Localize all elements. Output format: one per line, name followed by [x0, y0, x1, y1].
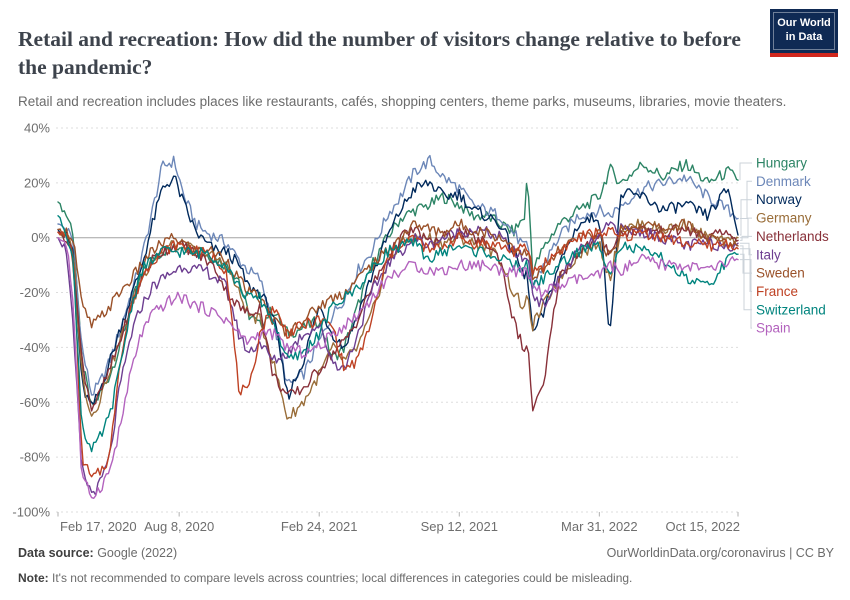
- legend-connector: [740, 199, 752, 236]
- data-source: Data source: Google (2022): [18, 546, 177, 560]
- y-tick-label: -100%: [12, 505, 50, 520]
- series-line-norway[interactable]: [57, 175, 739, 405]
- y-tick-label: 0%: [31, 230, 50, 245]
- chart-note: Note: It's not recommended to compare le…: [18, 571, 838, 585]
- legend-label-sweden[interactable]: Sweden: [756, 266, 805, 281]
- owid-logo-line2: in Data: [785, 30, 823, 43]
- y-tick-label: -80%: [20, 450, 51, 465]
- legend-label-denmark[interactable]: Denmark: [756, 174, 811, 189]
- legend-connector: [739, 162, 752, 181]
- legend-label-france[interactable]: France: [756, 284, 798, 299]
- y-tick-label: -20%: [20, 285, 51, 300]
- x-tick-label: Mar 31, 2022: [561, 519, 638, 534]
- x-tick-label: Oct 15, 2022: [666, 519, 740, 534]
- legend-label-norway[interactable]: Norway: [756, 192, 802, 207]
- y-tick-label: -40%: [20, 340, 51, 355]
- legend-label-italy[interactable]: Italy: [756, 247, 781, 262]
- legend-connector: [740, 235, 752, 241]
- owid-logo-line1: Our World: [777, 17, 831, 29]
- chart-title: Retail and recreation: How did the numbe…: [18, 27, 741, 80]
- chart-note-label: Note:: [18, 571, 49, 585]
- owid-link[interactable]: OurWorldinData.org/coronavirus | CC BY: [606, 546, 834, 560]
- chart-note-value: It's not recommended to compare levels a…: [48, 571, 633, 585]
- legend-connector: [740, 217, 752, 239]
- legend-connector: [740, 248, 752, 292]
- owid-logo: Our World in Data: [770, 9, 838, 57]
- series-line-france[interactable]: [57, 226, 739, 478]
- data-source-label: Data source:: [18, 546, 94, 560]
- owid-logo-text: Our World in Data: [773, 12, 835, 50]
- x-tick-label: Aug 8, 2020: [144, 519, 214, 534]
- legend-label-netherlands[interactable]: Netherlands: [756, 229, 829, 244]
- y-tick-label: -60%: [20, 395, 51, 410]
- x-tick-label: Feb 17, 2020: [60, 519, 137, 534]
- y-tick-label: 40%: [24, 120, 50, 135]
- legend-label-germany[interactable]: Germany: [756, 211, 812, 226]
- data-source-value: Google (2022): [93, 546, 178, 560]
- legend-label-switzerland[interactable]: Switzerland: [756, 302, 826, 317]
- x-tick-label: Sep 12, 2021: [421, 519, 498, 534]
- series-line-denmark[interactable]: [57, 154, 739, 396]
- legend-label-spain[interactable]: Spain: [756, 321, 791, 336]
- x-tick-label: Feb 24, 2021: [281, 519, 358, 534]
- legend-label-hungary[interactable]: Hungary: [756, 156, 807, 171]
- legend-connector: [740, 253, 752, 311]
- owid-logo-accent-bar: [770, 52, 838, 57]
- y-tick-label: 20%: [24, 175, 50, 190]
- chart-subtitle: Retail and recreation includes places li…: [18, 93, 787, 109]
- legend-connector: [740, 259, 752, 329]
- series-line-sweden[interactable]: [57, 218, 739, 337]
- series-line-spain[interactable]: [57, 237, 739, 499]
- series-line-switzerland[interactable]: [57, 215, 739, 453]
